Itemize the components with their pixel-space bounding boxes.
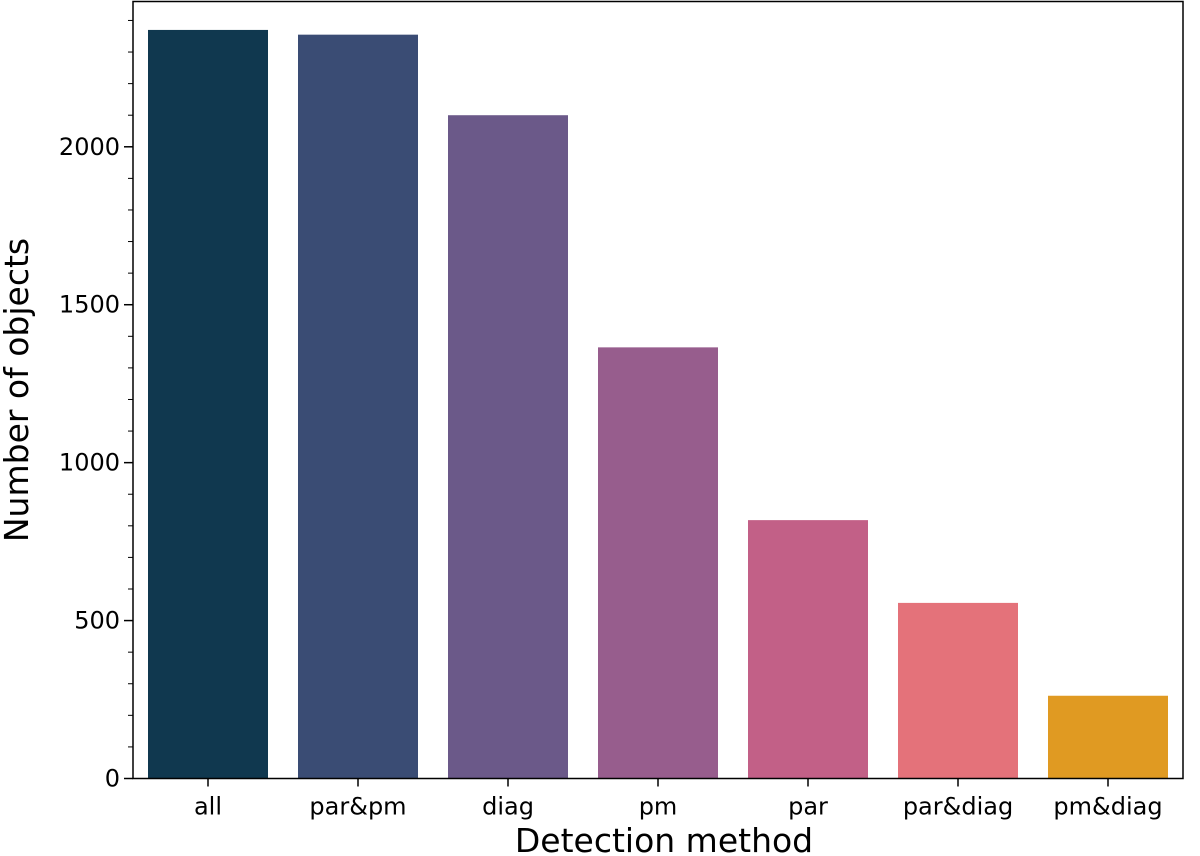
x-tick-label: pm xyxy=(639,793,678,821)
x-tick-label: pm&diag xyxy=(1053,793,1162,821)
bars-group xyxy=(148,29,1168,779)
y-axis-ticks: 0 500 1000 1500 2000 xyxy=(59,19,133,793)
bar-pm-and-diag xyxy=(1048,695,1168,779)
x-axis-label: Detection method xyxy=(515,821,813,856)
x-tick-label: diag xyxy=(482,793,534,821)
x-tick-label: par&pm xyxy=(309,793,406,821)
bar-par-and-pm xyxy=(298,34,418,779)
y-tick-label: 1500 xyxy=(59,291,120,319)
bar-pm xyxy=(598,347,718,779)
x-tick-label: all xyxy=(194,793,222,821)
y-tick-label: 500 xyxy=(74,607,120,635)
x-tick-label: par xyxy=(788,793,828,821)
bar-par-and-diag xyxy=(898,602,1018,779)
y-axis-label: Number of objects xyxy=(0,238,36,542)
x-tick-label: par&diag xyxy=(903,793,1013,821)
bar-diag xyxy=(448,115,568,779)
y-tick-label: 2000 xyxy=(59,133,120,161)
bar-all xyxy=(148,29,268,779)
x-axis-ticks: all par&pm diag pm par par&diag pm&diag xyxy=(194,778,1163,821)
bar-par xyxy=(748,520,868,779)
y-tick-label: 0 xyxy=(105,765,120,793)
y-tick-label: 1000 xyxy=(59,449,120,477)
